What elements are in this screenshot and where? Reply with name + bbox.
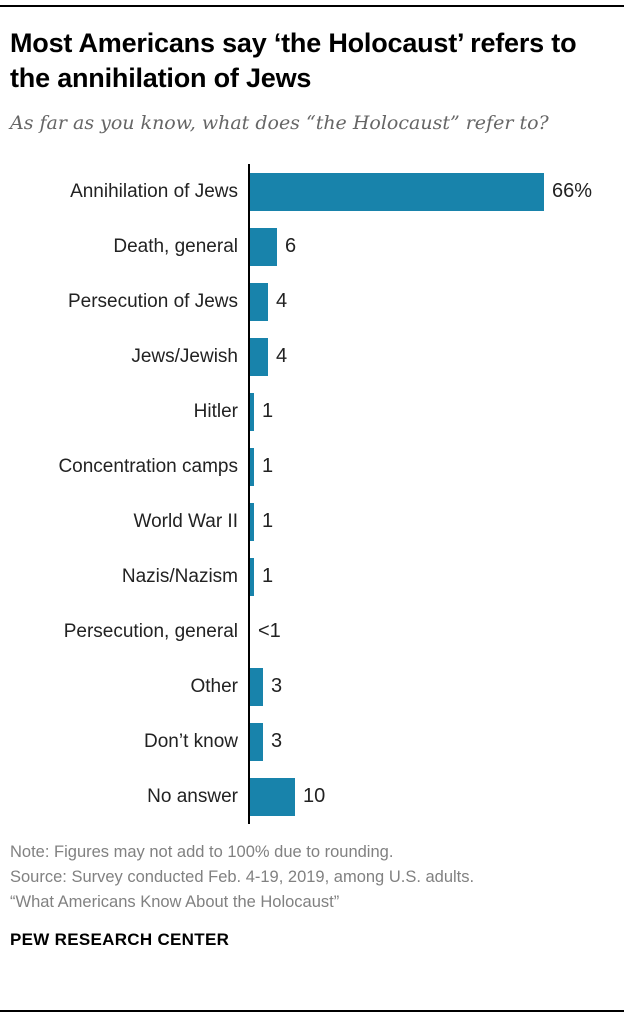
- value-label: 10: [303, 785, 326, 808]
- chart-row: Concentration camps 1: [10, 439, 610, 495]
- bar-cell: <1: [248, 604, 610, 660]
- category-label: Persecution of Jews: [67, 290, 238, 312]
- page-title: Most Americans say ‘the Holocaust’ refer…: [10, 28, 577, 94]
- bar-cell: 66%: [248, 164, 610, 220]
- category-label: Annihilation of Jews: [70, 180, 238, 202]
- chart-row: Hitler 1: [10, 384, 610, 440]
- bar: [250, 227, 277, 266]
- note-line: Note: Figures may not add to 100% due to…: [10, 843, 394, 862]
- value-label: 6: [285, 235, 297, 258]
- bar: [250, 172, 544, 211]
- category-label: Jews/Jewish: [131, 345, 238, 367]
- bar: [250, 557, 254, 596]
- bar: [250, 667, 263, 706]
- bar-cell: 6: [248, 219, 610, 275]
- value-label: <1: [258, 620, 281, 643]
- top-border: [0, 5, 624, 7]
- value-label: 66%: [552, 180, 593, 203]
- chart-question: As far as you know, what does “the Holoc…: [10, 112, 549, 135]
- chart-row: Nazis/Nazism 1: [10, 549, 610, 605]
- chart-row: Persecution, general <1: [10, 604, 610, 660]
- brand: PEW RESEARCH CENTER: [10, 930, 230, 950]
- bar: [250, 392, 254, 431]
- bottom-border: [0, 1010, 624, 1012]
- category-label: Hitler: [193, 400, 238, 422]
- chart-row: Other 3: [10, 659, 610, 715]
- bar: [250, 282, 268, 321]
- bar-chart: Annihilation of Jews 66% Death, general …: [10, 164, 610, 825]
- category-label: Death, general: [113, 235, 238, 257]
- value-label: 4: [276, 290, 288, 313]
- bar-cell: 4: [248, 274, 610, 330]
- category-label: World War II: [133, 510, 238, 532]
- bar-cell: 4: [248, 329, 610, 385]
- bar-cell: 3: [248, 659, 610, 715]
- bar-cell: 10: [248, 769, 610, 825]
- category-label: No answer: [147, 785, 238, 807]
- category-label: Concentration camps: [58, 455, 238, 477]
- category-label: Other: [190, 675, 238, 697]
- chart-row: Persecution of Jews 4: [10, 274, 610, 330]
- value-label: 1: [262, 455, 274, 478]
- bar-cell: 1: [248, 494, 610, 550]
- bar-cell: 1: [248, 549, 610, 605]
- bar-cell: 1: [248, 439, 610, 495]
- bar: [250, 777, 295, 816]
- content-area: Most Americans say ‘the Holocaust’ refer…: [10, 28, 610, 950]
- bar: [250, 447, 254, 486]
- category-label: Don’t know: [144, 730, 238, 752]
- chart-row: Don’t know 3: [10, 714, 610, 770]
- chart-row: Annihilation of Jews 66%: [10, 164, 610, 220]
- bar-cell: 3: [248, 714, 610, 770]
- value-label: 4: [276, 345, 288, 368]
- value-label: 3: [271, 730, 283, 753]
- category-label: Nazis/Nazism: [121, 565, 238, 587]
- value-label: 1: [262, 400, 274, 423]
- study-line: “What Americans Know About the Holocaust…: [10, 892, 340, 911]
- bar: [250, 502, 254, 541]
- bar: [250, 722, 263, 761]
- chart-row: Jews/Jewish 4: [10, 329, 610, 385]
- chart-row: World War II 1: [10, 494, 610, 550]
- chart-notes: Note: Figures may not add to 100% due to…: [10, 840, 610, 914]
- bar: [250, 337, 268, 376]
- bar-cell: 1: [248, 384, 610, 440]
- chart-row: Death, general 6: [10, 219, 610, 275]
- value-label: 3: [271, 675, 283, 698]
- chart-row: No answer 10: [10, 769, 610, 825]
- source-line: Source: Survey conducted Feb. 4-19, 2019…: [10, 867, 475, 886]
- value-label: 1: [262, 510, 274, 533]
- value-label: 1: [262, 565, 274, 588]
- category-label: Persecution, general: [63, 620, 238, 642]
